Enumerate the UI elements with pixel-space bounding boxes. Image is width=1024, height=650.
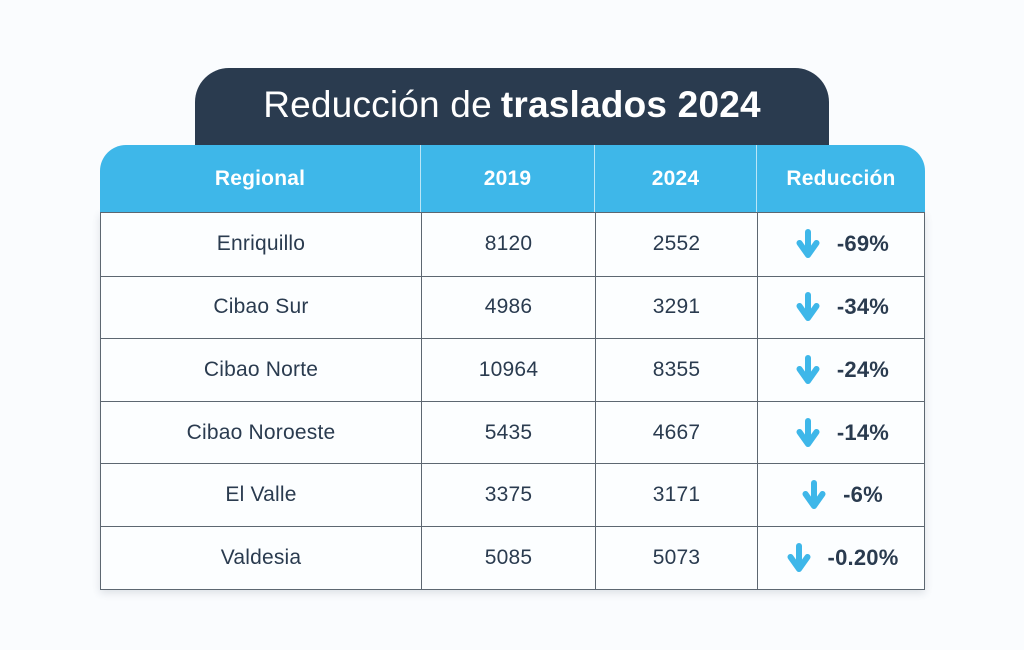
reduction-value: -69% [836, 231, 890, 257]
cell-2024: 5073 [595, 526, 757, 589]
cell-2019: 5435 [421, 401, 595, 464]
page-title: Reducción de traslados 2024 [263, 84, 761, 126]
cell-reduction: -69% [757, 213, 926, 276]
table-row: Cibao Norte 10964 8355 -24% [101, 338, 924, 401]
cell-2024: 8355 [595, 339, 757, 401]
reduction-value: -24% [836, 356, 890, 382]
cell-reduction: -0.20% [757, 526, 926, 589]
column-header-reduccion: Reducción [756, 145, 925, 212]
table-row: El Valle 3375 3171 -6% [101, 463, 924, 526]
summary-table: Regional 2019 2024 Reducción Enriquillo … [100, 145, 925, 590]
title-banner: Reducción de traslados 2024 [195, 68, 829, 158]
cell-regional: Cibao Noroeste [186, 420, 336, 444]
cell-2019: 5085 [421, 526, 595, 589]
page-title-bold: traslados 2024 [500, 84, 761, 125]
cell-reduction: -6% [757, 464, 926, 526]
reduction-value: -0.20% [827, 544, 899, 570]
cell-regional: El Valle [225, 483, 297, 507]
down-arrow-icon [787, 542, 811, 572]
table-row: Enriquillo 8120 2552 -69% [101, 213, 924, 276]
cell-2019: 10964 [421, 339, 595, 401]
cell-2024: 4667 [595, 401, 757, 464]
cell-2019: 8120 [421, 213, 595, 276]
table-header-row: Regional 2019 2024 Reducción [100, 145, 925, 212]
down-arrow-icon [796, 417, 820, 447]
reduction-value: -6% [843, 482, 883, 508]
page-title-regular: Reducción de [263, 84, 492, 125]
cell-reduction: -24% [757, 339, 926, 401]
table-row: Valdesia 5085 5073 -0.20% [101, 525, 926, 589]
cell-regional: Cibao Norte [203, 357, 319, 381]
reduction-value: -14% [836, 419, 890, 445]
cell-2019: 3375 [421, 464, 595, 526]
down-arrow-icon [796, 292, 820, 322]
cell-2019: 4986 [421, 276, 595, 339]
column-header-regional: Regional [214, 166, 306, 190]
reduction-value: -34% [836, 294, 890, 320]
cell-2024: 3171 [595, 464, 757, 526]
cell-regional: Valdesia [220, 545, 302, 569]
down-arrow-icon [802, 480, 826, 510]
cell-2024: 3291 [595, 276, 757, 339]
table-body: Enriquillo 8120 2552 -69% Cibao Sur 4986… [100, 212, 925, 590]
column-header-2024: 2024 [594, 145, 756, 212]
down-arrow-icon [796, 354, 820, 384]
cell-regional: Cibao Sur [213, 295, 309, 319]
cell-regional: Enriquillo [216, 232, 306, 256]
column-header-2019: 2019 [420, 145, 594, 212]
table-row: Cibao Noroeste 5435 4667 -14% [101, 400, 926, 464]
cell-reduction: -34% [757, 276, 926, 339]
cell-2024: 2552 [595, 213, 757, 276]
cell-reduction: -14% [757, 401, 926, 464]
down-arrow-icon [796, 229, 820, 259]
table-row: Cibao Sur 4986 3291 -34% [101, 275, 926, 339]
